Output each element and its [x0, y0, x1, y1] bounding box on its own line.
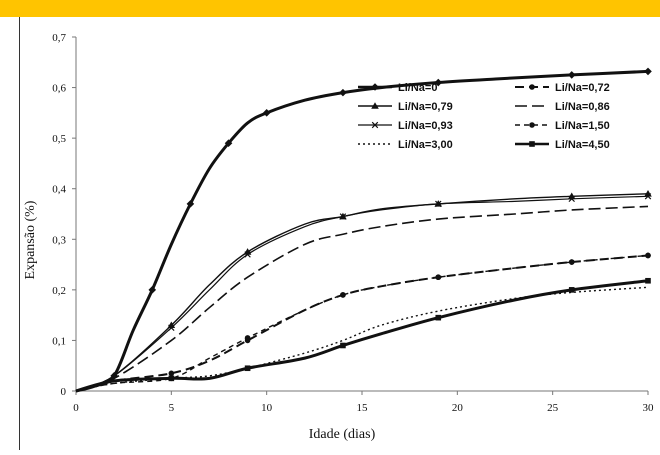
series-layer — [75, 67, 652, 393]
data-point — [645, 277, 651, 284]
data-point — [435, 200, 442, 208]
data-point — [339, 213, 347, 220]
series-5 — [75, 193, 652, 392]
x-tick-label: 25 — [547, 402, 559, 414]
data-point — [435, 314, 442, 321]
legend-marker — [371, 83, 379, 91]
data-point — [340, 292, 346, 298]
series-1 — [75, 67, 652, 393]
legend-label: Li/Na=4,50 — [555, 139, 610, 151]
data-point — [244, 365, 251, 372]
legend-label: Li/Na=0,93 — [398, 120, 453, 132]
y-tick-label: 0,7 — [52, 32, 66, 44]
data-point — [244, 251, 251, 258]
legend-item: Li/Na=3,00 — [358, 139, 453, 151]
legend-label: Li/Na=3,00 — [398, 139, 453, 151]
y-axis-title: Expansão (%) — [23, 200, 38, 279]
series-line — [75, 195, 649, 392]
data-point — [224, 139, 233, 147]
series-4 — [75, 205, 649, 392]
series-line — [75, 205, 649, 392]
x-tick-label: 20 — [452, 402, 464, 414]
top-banner — [0, 0, 660, 17]
data-point — [568, 259, 575, 265]
legend-marker — [529, 122, 535, 128]
data-point — [262, 109, 271, 117]
data-point — [644, 193, 652, 200]
data-point — [435, 274, 442, 281]
legend: Li/Na=0 Li/Na=0,72 Li/Na=0,79 Li/Na=0,86 Li/… — [358, 82, 610, 151]
series-line — [75, 254, 649, 392]
series-2 — [75, 252, 651, 392]
x-tick-label: 0 — [73, 402, 79, 414]
series-8 — [75, 277, 651, 393]
x-tick-label: 15 — [357, 402, 369, 414]
legend-marker — [371, 102, 379, 109]
data-point — [434, 78, 443, 87]
x-tick-label: 10 — [261, 402, 273, 414]
y-tick-label: 0,2 — [52, 285, 66, 297]
legend-marker — [529, 141, 535, 147]
legend-marker — [371, 121, 379, 129]
legend-label: Li/Na=0 — [398, 82, 437, 94]
series-line — [75, 254, 649, 392]
legend-label: Li/Na=0,72 — [555, 82, 610, 94]
data-point — [168, 324, 175, 332]
data-point — [186, 200, 195, 208]
data-point — [148, 286, 157, 294]
x-tick-label: 30 — [643, 402, 655, 414]
data-point — [568, 195, 575, 203]
y-tick-label: 0,1 — [52, 335, 66, 347]
y-tick-label: 0,5 — [52, 133, 66, 145]
data-point — [567, 71, 576, 79]
data-point — [168, 370, 175, 377]
legend-item: Li/Na=1,50 — [515, 120, 610, 132]
x-axis-title: Idade (dias) — [309, 427, 376, 442]
data-point — [244, 335, 251, 341]
legend-item: Li/Na=0,93 — [358, 120, 453, 132]
data-point — [568, 287, 575, 293]
legend-label: Li/Na=1,50 — [555, 120, 610, 132]
y-tick-label: 0,6 — [52, 83, 66, 95]
legend-marker — [529, 84, 535, 90]
series-6 — [75, 252, 651, 392]
legend-item: Li/Na=0,72 — [515, 82, 610, 94]
data-point — [645, 252, 651, 259]
legend-label: Li/Na=0,79 — [398, 101, 453, 113]
data-point — [644, 67, 652, 76]
data-point — [340, 342, 346, 349]
legend-item: Li/Na=0,86 — [515, 101, 610, 113]
series-line — [75, 69, 649, 393]
axes: 0 5 10 15 20 25 30 0 0,1 0,2 0,3 0,4 0,5 0,6 0,7 — [52, 32, 654, 414]
legend-item: Li/Na=0,79 — [358, 101, 453, 113]
x-tick-label: 5 — [169, 402, 175, 414]
y-tick-label: 0 — [61, 386, 67, 398]
legend-item: Li/Na=4,50 — [515, 139, 610, 151]
data-point — [339, 88, 347, 97]
legend-label: Li/Na=0,86 — [555, 101, 610, 113]
data-point — [168, 375, 175, 382]
y-tick-label: 0,3 — [52, 234, 66, 246]
left-border-line — [19, 17, 20, 450]
series-line — [75, 193, 649, 392]
y-tick-label: 0,4 — [52, 184, 66, 196]
legend-item: Li/Na=0 — [358, 82, 437, 94]
